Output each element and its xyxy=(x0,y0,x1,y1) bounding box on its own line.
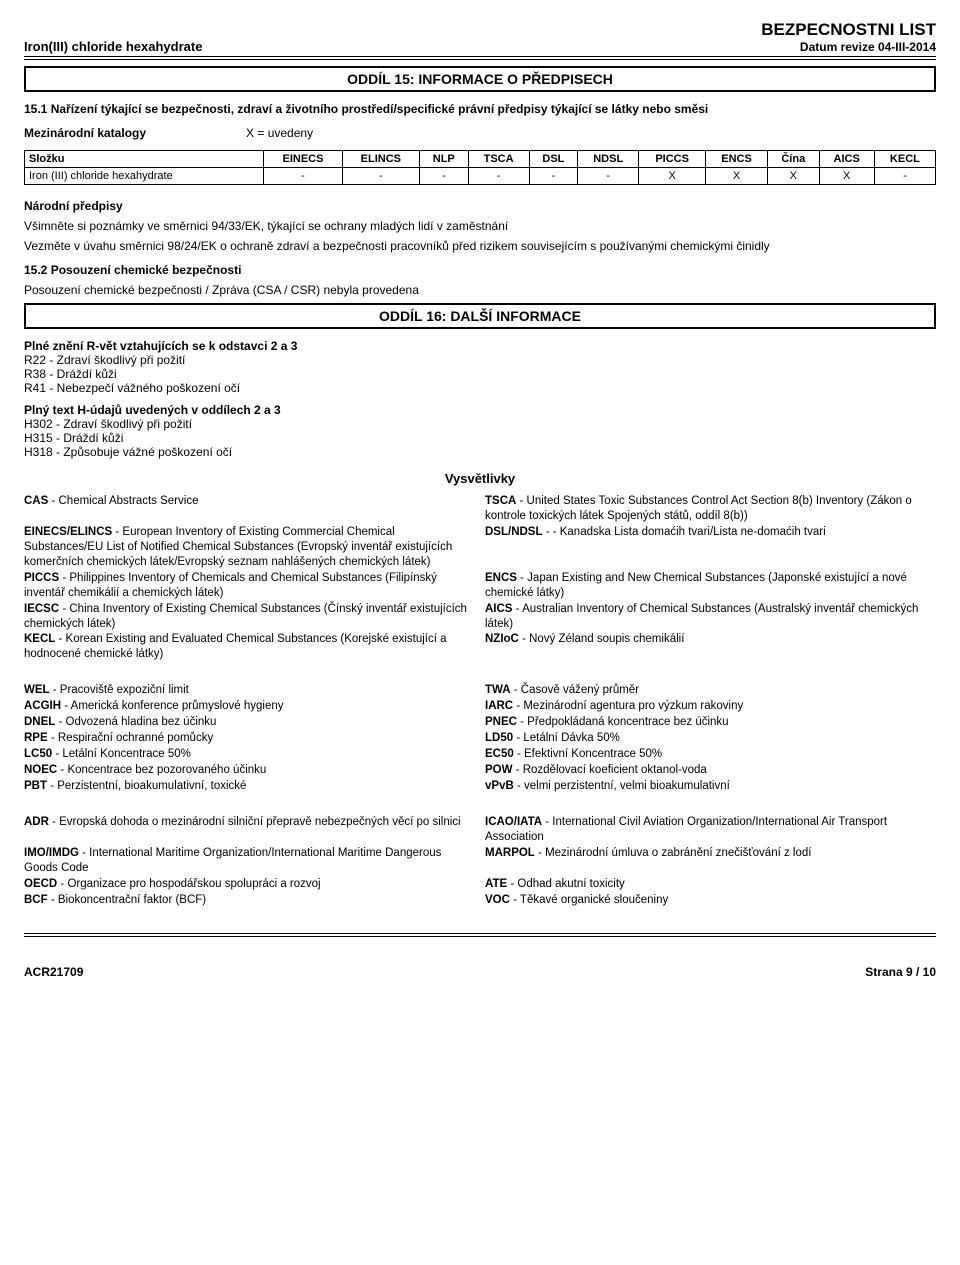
glossary-term: ACGIH - Americká konference průmyslové h… xyxy=(24,699,475,714)
table-col-header: Složku xyxy=(25,151,264,168)
sec15-para1: 15.1 Nařízení týkající se bezpečnosti, z… xyxy=(24,102,936,116)
table-col-header: Čína xyxy=(768,151,819,168)
phrase-line: R38 - Dráždí kůži xyxy=(24,367,936,381)
doc-title: BEZPECNOSTNI LIST xyxy=(761,20,936,40)
national-p1: Všimněte si poznámky ve směrnici 94/33/E… xyxy=(24,219,936,233)
title-block: BEZPECNOSTNI LIST Datum revize 04-III-20… xyxy=(761,20,936,54)
glossary-term: PBT - Perzistentní, bioakumulativní, tox… xyxy=(24,779,475,794)
section-15-title: ODDÍL 15: INFORMACE O PŘEDPISECH xyxy=(24,66,936,92)
glossary-term: IARC - Mezinárodní agentura pro výzkum r… xyxy=(485,699,936,714)
glossary-term: LD50 - Letální Dávka 50% xyxy=(485,731,936,746)
glossary-term: DNEL - Odvozená hladina bez účinku xyxy=(24,715,475,730)
page-header: Iron(III) chloride hexahydrate BEZPECNOS… xyxy=(24,20,936,54)
table-col-header: ENCS xyxy=(706,151,768,168)
assessment-header: 15.2 Posouzení chemické bezpečnosti xyxy=(24,263,936,277)
glossary-term: TWA - Časově vážený průměr xyxy=(485,683,936,698)
table-cell: - xyxy=(342,168,419,185)
table-cell: X xyxy=(639,168,706,185)
table-col-header: NLP xyxy=(419,151,468,168)
table-col-header: NDSL xyxy=(578,151,639,168)
glossary-term: OECD - Organizace pro hospodářskou spolu… xyxy=(24,877,475,892)
table-col-header: KECL xyxy=(874,151,935,168)
glossary-term: IMO/IMDG - International Maritime Organi… xyxy=(24,846,475,876)
glossary-term: POW - Rozdělovací koeficient oktanol-vod… xyxy=(485,763,936,778)
catalog-row: Mezinárodní katalogy X = uvedeny xyxy=(24,126,936,140)
table-cell: - xyxy=(578,168,639,185)
phrase-line: H318 - Způsobuje vážné poškození očí xyxy=(24,445,936,459)
table-cell: Iron (III) chloride hexahydrate xyxy=(25,168,264,185)
table-cell: - xyxy=(874,168,935,185)
glossary-term: RPE - Respirační ochranné pomůcky xyxy=(24,731,475,746)
table-header-row: SložkuEINECSELINCSNLPTSCADSLNDSLPICCSENC… xyxy=(25,151,936,168)
glossary-term: KECL - Korean Existing and Evaluated Che… xyxy=(24,632,475,662)
table-col-header: AICS xyxy=(819,151,874,168)
footer-rule xyxy=(24,933,936,937)
glossary-term: BCF - Biokoncentrační faktor (BCF) xyxy=(24,893,475,908)
national-p2: Vezměte v úvahu směrnici 98/24/EK o ochr… xyxy=(24,239,936,253)
table-cell: X xyxy=(768,168,819,185)
glossary-title: Vysvětlivky xyxy=(24,471,936,486)
table-col-header: EINECS xyxy=(264,151,342,168)
page-footer: ACR21709 Strana 9 / 10 xyxy=(24,965,936,979)
h-phrases-header: Plný text H-údajů uvedených v oddílech 2… xyxy=(24,403,936,417)
glossary-block-1: CAS - Chemical Abstracts Service TSCA - U… xyxy=(24,494,936,663)
footer-code: ACR21709 xyxy=(24,965,83,979)
glossary-term: EINECS/ELINCS - European Inventory of Ex… xyxy=(24,525,475,570)
header-rule xyxy=(24,56,936,60)
glossary-term: vPvB - velmi perzistentní, velmi bioakum… xyxy=(485,779,936,794)
glossary-term: AICS - Australian Inventory of Chemical … xyxy=(485,602,936,632)
table-col-header: PICCS xyxy=(639,151,706,168)
glossary-term: DSL/NDSL - - Kanadska Lista domaćih tvar… xyxy=(485,525,936,570)
revision-date: Datum revize 04-III-2014 xyxy=(761,40,936,54)
glossary-term: ICAO/IATA - International Civil Aviation… xyxy=(485,815,936,845)
table-cell: X xyxy=(819,168,874,185)
glossary-term: TSCA - United States Toxic Substances Co… xyxy=(485,494,936,524)
table-cell: X xyxy=(706,168,768,185)
table-cell: - xyxy=(468,168,529,185)
footer-page: Strana 9 / 10 xyxy=(865,965,936,979)
glossary-term: NZIoC - Nový Zéland soupis chemikálií xyxy=(485,632,936,662)
table-col-header: TSCA xyxy=(468,151,529,168)
section-16-title: ODDÍL 16: DALŠÍ INFORMACE xyxy=(24,303,936,329)
glossary-term: PNEC - Předpokládaná koncentrace bez úči… xyxy=(485,715,936,730)
catalog-value: X = uvedeny xyxy=(246,126,313,140)
glossary-block-3: ADR - Evropská dohoda o mezinárodní siln… xyxy=(24,815,936,909)
glossary-term: ENCS - Japan Existing and New Chemical S… xyxy=(485,571,936,601)
table-cell: - xyxy=(529,168,578,185)
glossary-term: CAS - Chemical Abstracts Service xyxy=(24,494,475,524)
table-row: Iron (III) chloride hexahydrate------XXX… xyxy=(25,168,936,185)
phrase-line: H302 - Zdraví škodlivý při požití xyxy=(24,417,936,431)
catalog-label: Mezinárodní katalogy xyxy=(24,126,146,140)
h-phrases-list: H302 - Zdraví škodlivý při požitíH315 - … xyxy=(24,417,936,459)
glossary-term: LC50 - Letální Koncentrace 50% xyxy=(24,747,475,762)
r-phrases-header: Plné znění R-vět vztahujících se k odsta… xyxy=(24,339,936,353)
table-cell: - xyxy=(264,168,342,185)
glossary-block-2: WEL - Pracoviště expoziční limit TWA - Ča… xyxy=(24,683,936,795)
phrase-line: R41 - Nebezpečí vážného poškození očí xyxy=(24,381,936,395)
glossary-term: WEL - Pracoviště expoziční limit xyxy=(24,683,475,698)
glossary-term: IECSC - China Inventory of Existing Chem… xyxy=(24,602,475,632)
glossary-term: VOC - Těkavé organické sloučeniny xyxy=(485,893,936,908)
glossary-term: NOEC - Koncentrace bez pozorovaného účin… xyxy=(24,763,475,778)
table-cell: - xyxy=(419,168,468,185)
assessment-text: Posouzení chemické bezpečnosti / Zpráva … xyxy=(24,283,936,297)
glossary-term: PICCS - Philippines Inventory of Chemica… xyxy=(24,571,475,601)
glossary-term: EC50 - Efektivní Koncentrace 50% xyxy=(485,747,936,762)
national-header: Národní předpisy xyxy=(24,199,936,213)
glossary-term: ATE - Odhad akutní toxicity xyxy=(485,877,936,892)
phrase-line: H315 - Dráždí kůži xyxy=(24,431,936,445)
phrase-line: R22 - Zdraví škodlivý při požití xyxy=(24,353,936,367)
regulatory-table: SložkuEINECSELINCSNLPTSCADSLNDSLPICCSENC… xyxy=(24,150,936,185)
glossary-term: MARPOL - Mezinárodní úmluva o zabránění … xyxy=(485,846,936,876)
glossary-term: ADR - Evropská dohoda o mezinárodní siln… xyxy=(24,815,475,845)
table-col-header: DSL xyxy=(529,151,578,168)
table-col-header: ELINCS xyxy=(342,151,419,168)
r-phrases-list: R22 - Zdraví škodlivý při požitíR38 - Dr… xyxy=(24,353,936,395)
product-name: Iron(III) chloride hexahydrate xyxy=(24,39,202,54)
